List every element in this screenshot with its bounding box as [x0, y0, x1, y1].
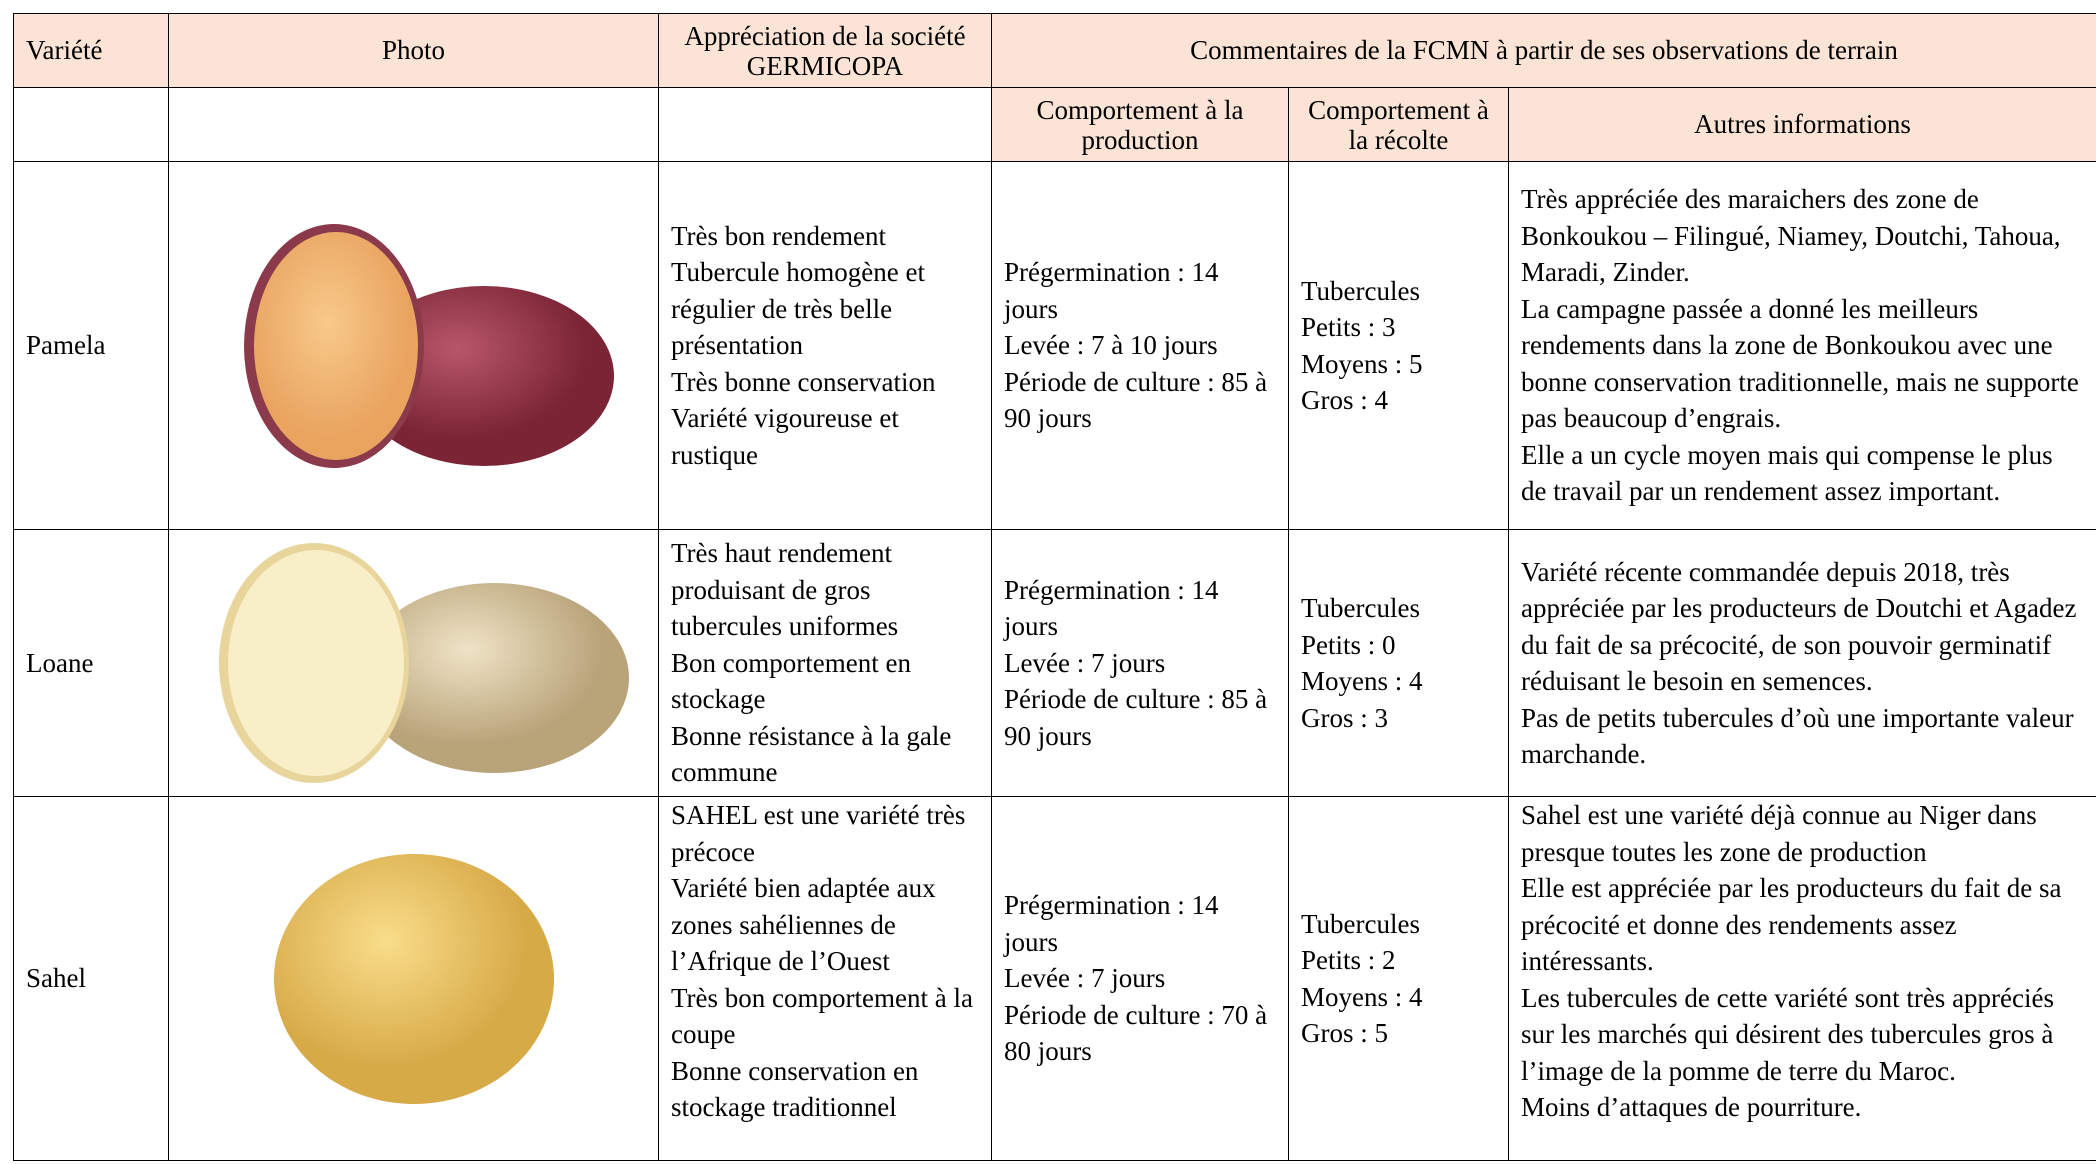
text-line: Très haut rendement produisant de gros t… — [671, 538, 899, 642]
text-line: Tubercules — [1301, 908, 1420, 939]
text-line: Pas de petits tubercules d’où une import… — [1521, 702, 2074, 770]
other-cell: Variété récente commandée depuis 2018, t… — [1507, 529, 2096, 797]
text-line: Levée : 7 jours — [1004, 963, 1166, 994]
harvest-cell: Tubercules Petits : 2 Moyens : 4 Gros : 5 — [1288, 796, 1509, 1161]
appreciation-cell: Très bon rendement Tubercule homogène et … — [658, 161, 992, 530]
header-row: Variété Photo Appréciation de la société… — [13, 13, 2096, 88]
text-line: Période de culture : 85 à 90 jours — [1004, 366, 1268, 434]
appreciation-cell: SAHEL est une variété très précoce Variét… — [658, 796, 992, 1161]
text-line: Moyens : 5 — [1301, 348, 1423, 379]
potato-photo — [243, 223, 614, 468]
text-line: Prégermination : 14 jours — [1004, 574, 1219, 642]
production-cell: Prégermination : 14 jours Levée : 7 jours… — [991, 529, 1289, 797]
potato-photo — [218, 543, 629, 783]
text-line: Petits : 3 — [1301, 312, 1396, 342]
text-line: Très bonne conservation — [671, 366, 936, 397]
empty-cell — [168, 87, 659, 162]
text-line: Prégermination : 14 jours — [1004, 257, 1219, 324]
header-cell: Variété — [13, 13, 169, 88]
text-line: Tubercule homogène et régulier de très b… — [671, 257, 925, 361]
empty-cell — [658, 87, 992, 162]
subheader-cell: Comportement à la production — [991, 87, 1289, 162]
production-cell: Prégermination : 14 jours Levée : 7 à 10 … — [991, 161, 1289, 530]
variety-row: Pamela Très bon rendement Tubercule homog… — [13, 161, 2096, 530]
text-line: Gros : 3 — [1301, 702, 1388, 733]
text-line: Période de culture : 70 à 80 jours — [1004, 999, 1268, 1067]
other-cell: Sahel est une variété déjà connue au Nig… — [1507, 796, 2096, 1161]
subheader-row: Comportement à la production Comportemen… — [13, 87, 2096, 162]
text-line: Tubercules — [1301, 275, 1420, 306]
empty-cell — [13, 87, 169, 162]
subheader-cell: Autres informations — [1507, 87, 2096, 162]
text-line: Très bon rendement — [671, 220, 886, 251]
text-line: Très bon comportement à la coupe — [671, 982, 973, 1050]
text-line: Petits : 0 — [1301, 629, 1396, 660]
text-line: Variété récente commandée depuis 2018, t… — [1521, 556, 2077, 697]
table-body: Variété Photo Appréciation de la société… — [13, 13, 2096, 1161]
varieties-table: Variété Photo Appréciation de la société… — [13, 13, 2096, 1161]
text-line: Levée : 7 jours — [1004, 647, 1166, 678]
text-line: Elle est appréciée par les producteurs d… — [1521, 873, 2062, 976]
photo-cell — [168, 161, 659, 530]
text-line: Bonne résistance à la gale commune — [671, 720, 952, 788]
text-line: Variété vigoureuse et rustique — [671, 403, 899, 470]
text-line: Moyens : 4 — [1301, 666, 1423, 696]
text-line: Les tubercules de cette variété sont trè… — [1521, 982, 2054, 1086]
text-line: Tubercules — [1301, 593, 1420, 623]
subheader-cell: Comportement à la récolte — [1288, 87, 1509, 162]
header-cell: Appréciation de la société GERMICOPA — [658, 13, 992, 88]
text-line: Bon comportement en stockage — [671, 647, 911, 715]
potato-photo — [273, 853, 554, 1104]
text-line: Gros : 5 — [1301, 1018, 1388, 1048]
variety-cell: Sahel — [13, 796, 169, 1161]
harvest-cell: Tubercules Petits : 3 Moyens : 5 Gros : 4 — [1288, 161, 1509, 530]
variety-cell: Loane — [13, 529, 169, 797]
variety-row: Sahel SAHEL est une variété très précoce… — [13, 796, 2096, 1161]
variety-cell: Pamela — [13, 161, 169, 530]
text-line: Période de culture : 85 à 90 jours — [1004, 684, 1268, 751]
variety-row: Loane Très haut rendement produisant de … — [13, 529, 2096, 797]
text-line: Levée : 7 à 10 jours — [1004, 330, 1218, 361]
other-cell: Très appréciée des maraichers des zone d… — [1507, 161, 2096, 530]
text-line: Petits : 2 — [1301, 945, 1396, 975]
text-line: Très appréciée des maraichers des zone d… — [1521, 184, 2061, 288]
production-cell: Prégermination : 14 jours Levée : 7 jours… — [991, 796, 1289, 1161]
text-line: Variété bien adaptée aux zones sahélienn… — [671, 873, 936, 976]
text-line: SAHEL est une variété très précoce — [671, 800, 966, 867]
text-line: Gros : 4 — [1301, 385, 1388, 415]
text-line: Moyens : 4 — [1301, 981, 1423, 1012]
harvest-cell: Tubercules Petits : 0 Moyens : 4 Gros : 3 — [1288, 529, 1509, 797]
text-line: Elle a un cycle moyen mais qui compense … — [1521, 439, 2053, 507]
text-line: Bonne conservation en stockage tradition… — [671, 1055, 919, 1123]
photo-cell — [168, 796, 659, 1161]
text-line: Prégermination : 14 jours — [1004, 890, 1219, 957]
text-line: La campagne passée a donné les meilleurs… — [1521, 293, 2079, 434]
appreciation-cell: Très haut rendement produisant de gros t… — [658, 529, 992, 797]
header-cell: Commentaires de la FCMN à partir de ses … — [990, 13, 2096, 88]
text-line: Sahel est une variété déjà connue au Nig… — [1521, 800, 2037, 867]
text-line: Moins d’attaques de pourriture. — [1521, 1092, 1862, 1122]
photo-cell — [168, 529, 659, 797]
header-cell: Photo — [168, 13, 659, 88]
